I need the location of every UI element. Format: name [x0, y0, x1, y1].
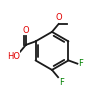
Text: O: O — [23, 26, 29, 35]
Text: O: O — [55, 13, 62, 22]
Text: F: F — [78, 59, 83, 68]
Text: F: F — [59, 78, 64, 87]
Text: HO: HO — [7, 53, 20, 61]
